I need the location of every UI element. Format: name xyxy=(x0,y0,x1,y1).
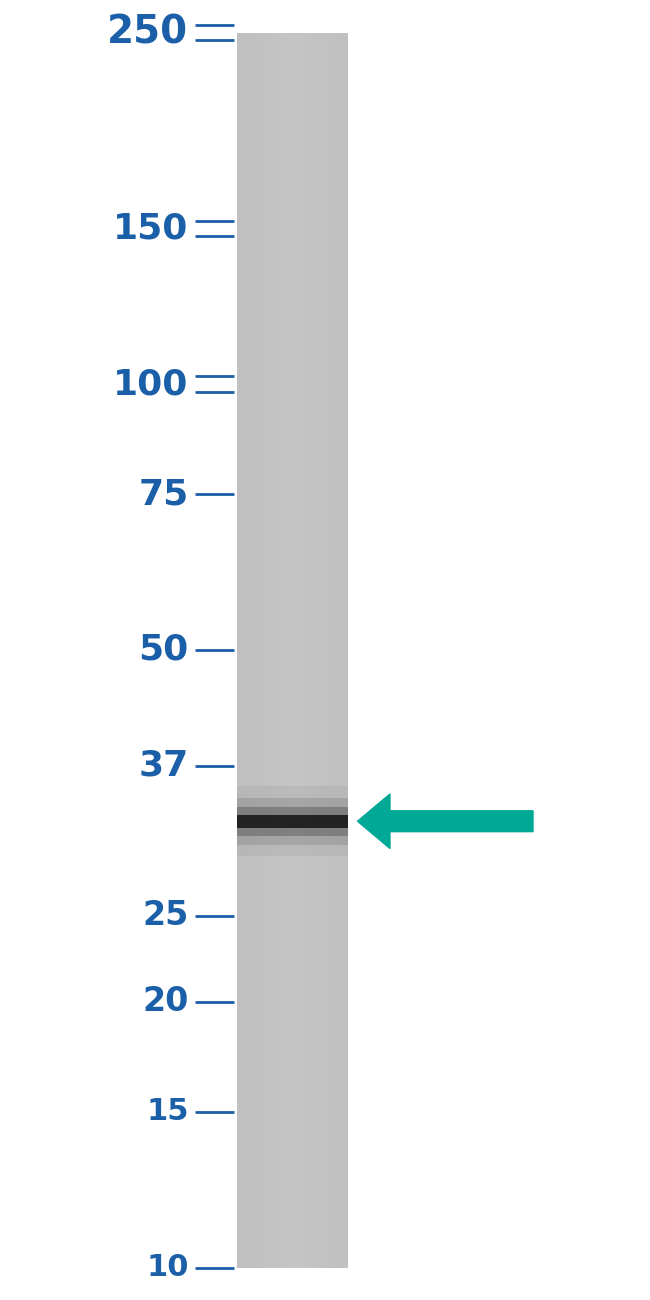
Bar xyxy=(301,32,304,1268)
Text: 25: 25 xyxy=(142,900,188,932)
Bar xyxy=(262,32,265,1268)
Bar xyxy=(237,798,348,815)
Bar xyxy=(246,32,248,1268)
Bar xyxy=(273,32,276,1268)
Bar xyxy=(298,32,301,1268)
Bar xyxy=(334,32,337,1268)
Bar xyxy=(323,32,326,1268)
Text: 10: 10 xyxy=(146,1253,188,1282)
Bar xyxy=(251,32,254,1268)
Bar xyxy=(237,32,240,1268)
Bar xyxy=(287,32,290,1268)
Bar xyxy=(254,32,257,1268)
Bar xyxy=(309,32,312,1268)
Bar xyxy=(237,32,348,1268)
Text: 20: 20 xyxy=(142,985,188,1018)
Text: 15: 15 xyxy=(146,1097,188,1126)
Bar xyxy=(257,32,259,1268)
Text: 150: 150 xyxy=(113,212,188,246)
Bar xyxy=(243,32,246,1268)
Text: 75: 75 xyxy=(138,477,188,511)
Bar xyxy=(265,32,268,1268)
Bar xyxy=(237,828,348,857)
Text: 50: 50 xyxy=(138,633,188,667)
Bar xyxy=(237,828,348,836)
Bar xyxy=(332,32,334,1268)
Text: 100: 100 xyxy=(113,367,188,402)
FancyArrow shape xyxy=(358,794,533,849)
Bar xyxy=(295,32,298,1268)
Bar xyxy=(337,32,339,1268)
Bar xyxy=(315,32,317,1268)
Text: 37: 37 xyxy=(138,749,188,783)
Bar xyxy=(326,32,328,1268)
Bar xyxy=(279,32,281,1268)
Bar xyxy=(284,32,287,1268)
Bar xyxy=(237,815,348,828)
Bar xyxy=(342,32,345,1268)
Bar xyxy=(290,32,292,1268)
Bar xyxy=(237,828,348,845)
Bar xyxy=(328,32,331,1268)
Bar xyxy=(317,32,320,1268)
Text: 250: 250 xyxy=(107,13,188,52)
Bar xyxy=(276,32,279,1268)
Bar xyxy=(306,32,309,1268)
Bar xyxy=(339,32,343,1268)
Bar xyxy=(240,32,242,1268)
Bar xyxy=(345,32,348,1268)
Bar xyxy=(270,32,273,1268)
Bar xyxy=(237,786,348,815)
Bar xyxy=(237,807,348,815)
Bar xyxy=(281,32,284,1268)
Bar xyxy=(292,32,295,1268)
Bar xyxy=(268,32,270,1268)
Bar xyxy=(312,32,315,1268)
Bar xyxy=(259,32,262,1268)
Bar xyxy=(248,32,251,1268)
Bar xyxy=(304,32,306,1268)
Bar xyxy=(320,32,323,1268)
